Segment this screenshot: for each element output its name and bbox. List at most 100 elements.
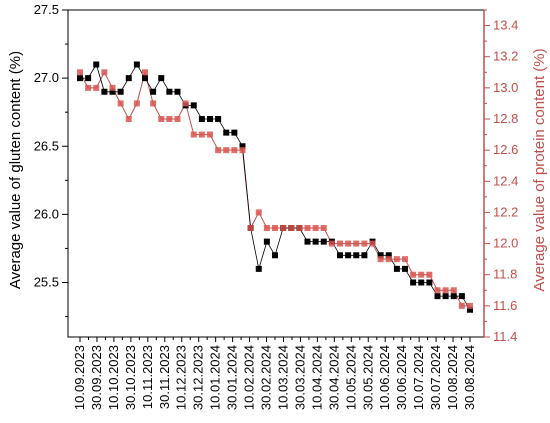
right-tick-label: 13.2 bbox=[493, 49, 518, 64]
x-tick-label: 30.12.2023 bbox=[191, 345, 206, 410]
gluten-point bbox=[361, 252, 368, 259]
right-tick-label: 12.0 bbox=[493, 236, 518, 251]
left-tick-label: 25.5 bbox=[34, 275, 59, 290]
protein-point bbox=[280, 225, 287, 231]
x-tick-label: 10.08.2024 bbox=[445, 345, 460, 410]
plot-frame bbox=[67, 9, 485, 338]
left-axis-title: Average value of gluten content (%) bbox=[7, 51, 24, 289]
x-tick-label: 10.03.2024 bbox=[275, 345, 290, 410]
gluten-point bbox=[117, 88, 124, 95]
protein-point bbox=[345, 240, 352, 247]
protein-point bbox=[223, 147, 230, 154]
left-tick-label: 26.5 bbox=[34, 138, 59, 153]
gluten-point bbox=[142, 75, 148, 82]
gluten-point bbox=[320, 238, 327, 245]
gluten-point bbox=[467, 306, 473, 313]
gluten-point bbox=[85, 75, 92, 82]
protein-point bbox=[442, 287, 449, 294]
left-tick-label: 27.5 bbox=[34, 2, 59, 17]
x-tick-label: 30.02.2024 bbox=[259, 345, 274, 410]
protein-point bbox=[418, 271, 425, 278]
gluten-point bbox=[150, 88, 157, 95]
left-y-axis: 25.5 26.0 26.5 27.0 27.5 bbox=[34, 2, 68, 318]
protein-point bbox=[158, 116, 165, 122]
protein-point bbox=[369, 240, 376, 247]
protein-point bbox=[296, 225, 303, 231]
protein-point bbox=[215, 147, 222, 154]
protein-point bbox=[320, 225, 327, 231]
x-tick-label: 30.09.2023 bbox=[89, 345, 104, 410]
gluten-point bbox=[125, 75, 132, 82]
gluten-point bbox=[418, 279, 425, 286]
gluten-point bbox=[345, 252, 352, 259]
gluten-point bbox=[337, 252, 343, 259]
x-tick-label: 10.07.2024 bbox=[411, 345, 426, 410]
protein-point bbox=[272, 225, 278, 231]
gluten-point bbox=[402, 265, 408, 272]
gluten-point bbox=[312, 238, 319, 245]
protein-point bbox=[361, 240, 368, 247]
gluten-point bbox=[377, 252, 384, 259]
protein-point bbox=[410, 271, 417, 278]
protein-point bbox=[467, 302, 473, 309]
x-tick-label: 10.11.2023 bbox=[140, 345, 155, 409]
protein-point bbox=[239, 147, 246, 154]
protein-point bbox=[231, 147, 238, 154]
protein-point bbox=[328, 240, 335, 247]
right-axis-title: Average value of protein content (%) bbox=[531, 48, 548, 291]
gluten-point bbox=[223, 129, 230, 136]
gluten-point bbox=[198, 116, 205, 122]
gluten-point bbox=[207, 116, 213, 122]
x-tick-label: 30.06.2024 bbox=[394, 345, 409, 410]
left-tick-label: 26.0 bbox=[34, 206, 59, 221]
protein-series-line bbox=[79, 70, 470, 307]
protein-point bbox=[190, 131, 197, 138]
right-tick-label: 12.2 bbox=[493, 204, 518, 219]
x-tick-label: 30.10.2023 bbox=[123, 345, 138, 410]
gluten-point bbox=[353, 252, 360, 259]
right-tick-label: 13.4 bbox=[493, 18, 518, 33]
protein-point bbox=[337, 240, 343, 247]
gluten-point bbox=[263, 238, 270, 245]
right-tick-label: 11.6 bbox=[493, 298, 517, 313]
gluten-point bbox=[393, 265, 400, 272]
gluten-point bbox=[215, 116, 222, 122]
gluten-point bbox=[426, 279, 433, 286]
gluten-point bbox=[231, 129, 238, 136]
right-tick-label: 12.8 bbox=[493, 111, 518, 126]
x-tick-label: 10.04.2024 bbox=[309, 345, 324, 410]
x-tick-label: 30.05.2024 bbox=[360, 345, 375, 410]
x-tick-label: 30.08.2024 bbox=[462, 345, 477, 410]
protein-point bbox=[402, 256, 408, 263]
protein-point bbox=[393, 256, 400, 263]
protein-point bbox=[85, 84, 92, 91]
gluten-point bbox=[190, 102, 197, 109]
x-tick-label: 30.11.2023 bbox=[157, 345, 172, 409]
protein-point bbox=[174, 116, 181, 122]
right-tick-label: 11.4 bbox=[493, 329, 517, 344]
protein-point bbox=[426, 271, 433, 278]
x-tick-label: 10.06.2024 bbox=[377, 345, 392, 410]
protein-point bbox=[150, 100, 157, 107]
x-tick-label: 10.05.2024 bbox=[343, 345, 358, 410]
gluten-point bbox=[434, 293, 441, 300]
protein-point bbox=[142, 69, 148, 76]
protein-point bbox=[93, 84, 100, 91]
protein-point bbox=[101, 69, 108, 76]
x-tick-label: 10.01.2024 bbox=[208, 345, 223, 410]
x-tick-label: 10.12.2023 bbox=[174, 345, 189, 410]
gluten-point bbox=[255, 265, 262, 272]
gluten-point bbox=[158, 75, 165, 82]
protein-point bbox=[125, 116, 132, 122]
gluten-point bbox=[109, 88, 116, 95]
right-tick-label: 12.4 bbox=[493, 173, 518, 188]
gluten-point bbox=[239, 143, 246, 150]
right-y-axis: 11.4 11.6 11.8 12.0 12.2 12.4 12.6 12.8 13.0 13.2… bbox=[483, 9, 518, 344]
protein-point bbox=[377, 256, 384, 263]
gluten-point bbox=[133, 61, 140, 68]
protein-point bbox=[304, 225, 311, 231]
protein-point bbox=[166, 116, 173, 122]
x-tick-label: 30.03.2024 bbox=[292, 345, 307, 410]
